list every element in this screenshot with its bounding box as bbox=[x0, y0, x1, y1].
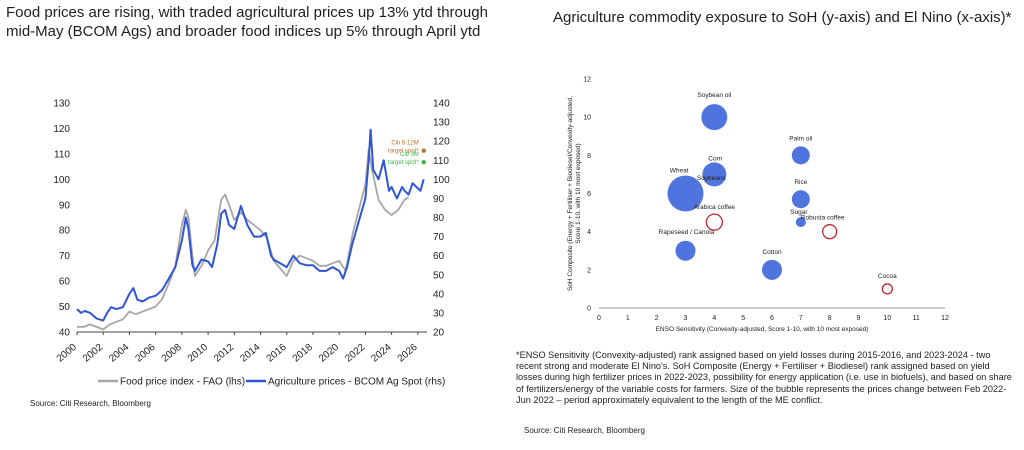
bubble-wheat bbox=[667, 175, 704, 212]
left-chart-source: Source: Citi Research, Bloomberg bbox=[30, 399, 151, 408]
target-6-12m-marker bbox=[421, 148, 426, 153]
bubble-x-tick-label: 2 bbox=[655, 315, 659, 322]
bubble-x-tick-label: 12 bbox=[941, 315, 949, 322]
x-tick-label: 2016 bbox=[265, 342, 289, 365]
bubble-x-tick-label: 6 bbox=[770, 315, 774, 322]
right-y-tick-label: 130 bbox=[433, 118, 450, 129]
bubble-y-tick-label: 0 bbox=[587, 306, 591, 313]
x-tick-label: 2002 bbox=[81, 342, 105, 365]
right-y-tick-label: 20 bbox=[433, 328, 445, 339]
left-y-tick-label: 60 bbox=[59, 277, 71, 288]
right-chart-title: Agriculture commodity exposure to SoH (y… bbox=[553, 9, 1012, 26]
bubble-y-tick-label: 6 bbox=[587, 191, 591, 198]
bubble-robusta-coffee bbox=[822, 224, 838, 240]
bubble-label-sugar: Sugar bbox=[790, 209, 808, 216]
right-y-tick-label: 90 bbox=[433, 194, 445, 205]
left-y-tick-label: 80 bbox=[59, 226, 71, 237]
bubble-label-rapeseed-canola: Rapeseed / Canola bbox=[659, 229, 715, 236]
left-chart-title: Food prices are rising, with traded agri… bbox=[6, 4, 488, 40]
bubble-label-soybeans: Soybeans bbox=[697, 175, 727, 182]
x-tick-label: 2012 bbox=[212, 342, 236, 365]
target-3m-marker bbox=[421, 159, 426, 165]
bubble-label-robusta-coffee: Robusta coffee bbox=[801, 215, 845, 222]
bubble-x-tick-label: 9 bbox=[857, 315, 861, 322]
x-tick-label: 2014 bbox=[238, 342, 262, 365]
bubble-x-tick-label: 8 bbox=[828, 315, 832, 322]
target-6-12m-label: Citi 6-12M target spot* bbox=[388, 141, 419, 155]
bubble-x-tick-label: 1 bbox=[626, 315, 630, 322]
left-y-tick-label: 130 bbox=[53, 99, 70, 110]
bubble-x-tick-label: 5 bbox=[741, 315, 745, 322]
bubble-label-cotton: Cotton bbox=[762, 249, 782, 256]
fao-food-price-line bbox=[77, 147, 410, 331]
right-y-tick-label: 70 bbox=[433, 232, 445, 243]
bubble-label-soybean-oil: Soybean oil bbox=[697, 92, 732, 99]
bubble-label-cocoa: Cocoa bbox=[878, 273, 897, 280]
x-tick-label: 2004 bbox=[107, 342, 131, 365]
bubble-x-tick-label: 10 bbox=[883, 315, 891, 322]
x-tick-label: 2022 bbox=[343, 342, 367, 365]
right-y-tick-label: 110 bbox=[433, 156, 449, 167]
x-tick-label: 2024 bbox=[369, 342, 393, 365]
legend-label-fao: Food price index - FAO (lhs) bbox=[120, 377, 245, 388]
right-y-tick-label: 30 bbox=[433, 308, 445, 319]
bubble-y-axis-title: SoH Composite (Energy + Fertiliser + Bio… bbox=[567, 96, 582, 291]
bubble-y-tick-label: 2 bbox=[587, 267, 591, 274]
bubble-palm-oil bbox=[791, 146, 810, 165]
left-y-tick-label: 90 bbox=[59, 200, 71, 211]
x-tick-label: 2000 bbox=[55, 342, 79, 365]
bubble-x-tick-label: 3 bbox=[684, 315, 688, 322]
right-y-tick-label: 140 bbox=[433, 99, 450, 110]
x-tick-label: 2026 bbox=[396, 342, 420, 365]
bubble-label-palm-oil: Palm oil bbox=[789, 135, 813, 142]
bubble-soybean-oil bbox=[701, 104, 728, 131]
food-price-line-chart: 40 50 60 70 80 90 100 110 120 130 20 30 40 50 60 70 80 90… bbox=[53, 99, 450, 388]
bubble-y-tick-label: 8 bbox=[587, 153, 591, 160]
x-tick-label: 2006 bbox=[133, 342, 157, 365]
left-y-tick-label: 50 bbox=[59, 302, 71, 313]
x-tick-label: 2020 bbox=[317, 342, 341, 365]
left-y-tick-label: 70 bbox=[59, 251, 71, 262]
bubble-label-corn: Corn bbox=[708, 155, 722, 162]
bubble-y-tick-label: 4 bbox=[587, 229, 591, 236]
right-y-tick-label: 80 bbox=[433, 213, 445, 224]
bubble-x-axis-title: ENSO Sensitivity (Convexity-adjusted, Sc… bbox=[656, 326, 869, 333]
right-chart-source: Source: Citi Research, Bloomberg bbox=[524, 426, 645, 435]
bubble-cotton bbox=[762, 259, 782, 280]
bubble-cocoa bbox=[881, 283, 893, 295]
bubble-label-rice: Rice bbox=[794, 179, 807, 186]
bubble-rice bbox=[791, 190, 810, 209]
right-y-tick-label: 50 bbox=[433, 270, 445, 281]
bubble-arabica-coffee bbox=[705, 213, 723, 231]
left-y-tick-label: 120 bbox=[53, 124, 70, 135]
left-y-tick-label: 100 bbox=[53, 175, 70, 186]
right-y-tick-label: 40 bbox=[433, 289, 445, 300]
right-y-tick-label: 60 bbox=[433, 251, 445, 262]
x-tick-label: 2008 bbox=[160, 342, 184, 365]
bubble-x-tick-label: 7 bbox=[799, 315, 803, 322]
bubble-soybeans bbox=[708, 172, 721, 185]
x-tick-label: 2018 bbox=[291, 342, 315, 365]
legend-label-bcom: Agriculture prices - BCOM Ag Spot (rhs) bbox=[268, 377, 445, 388]
right-y-tick-label: 120 bbox=[433, 137, 450, 148]
left-y-tick-label: 110 bbox=[54, 149, 70, 160]
right-chart-footnote: *ENSO Sensitivity (Convexity-adjusted) r… bbox=[516, 350, 1012, 405]
bcom-ag-spot-line bbox=[76, 128, 425, 322]
bubble-label-arabica-coffee: Arabica coffee bbox=[694, 204, 736, 211]
bubble-y-tick-label: 10 bbox=[583, 115, 591, 122]
left-y-tick-label: 40 bbox=[59, 328, 71, 339]
bubble-label-wheat: Wheat bbox=[670, 168, 689, 175]
bubble-y-tick-label: 12 bbox=[583, 77, 591, 84]
bubble-x-tick-label: 4 bbox=[712, 315, 716, 322]
bubble-x-tick-label: 0 bbox=[597, 315, 601, 322]
x-tick-label: 2010 bbox=[186, 342, 210, 365]
bubble-x-tick-label: 11 bbox=[913, 315, 920, 322]
bubble-sugar bbox=[795, 217, 806, 228]
bubble-rapeseed-canola bbox=[675, 240, 696, 261]
right-y-tick-label: 100 bbox=[433, 175, 450, 186]
target-3m-label: Citi 3M target spot* bbox=[388, 152, 419, 166]
